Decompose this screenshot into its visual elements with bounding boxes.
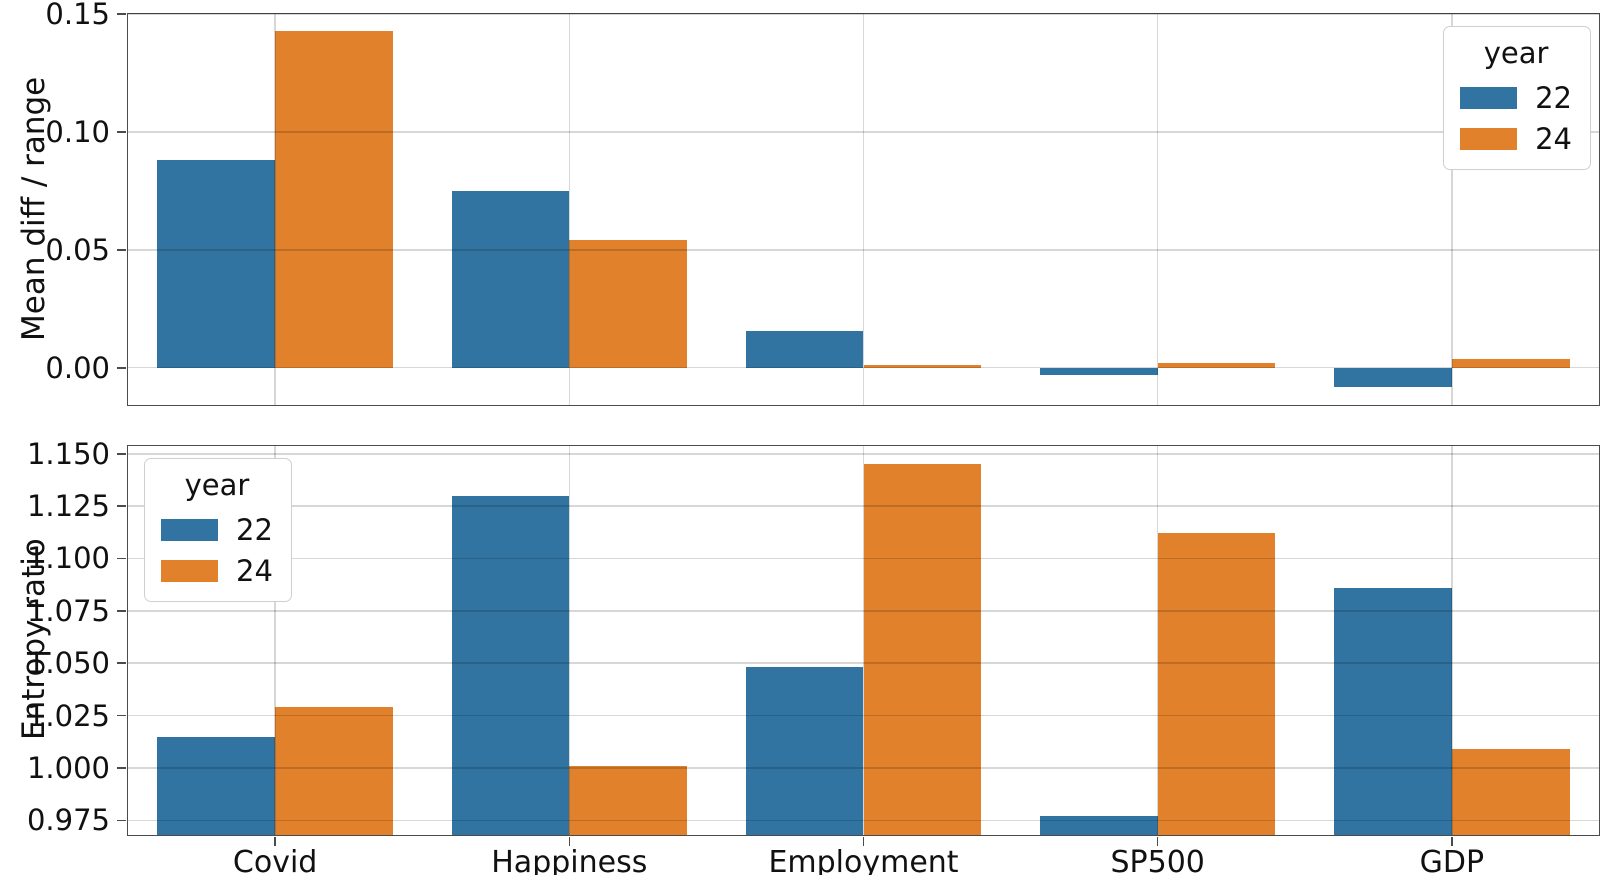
bar-gdp-year22 xyxy=(1334,587,1452,835)
y-tick-label: 1.000 xyxy=(26,750,110,785)
x-tick-mark xyxy=(568,837,571,846)
gridline-horizontal xyxy=(128,249,1599,251)
gridline-vertical xyxy=(1156,446,1159,835)
plot-area: 0.975 1.000 1.025 1.050 1.075 1.100 1.125 1.150… xyxy=(27,437,1600,875)
gridline-horizontal xyxy=(128,453,1599,455)
x-tick-label-employment: Employment xyxy=(768,845,959,875)
gridline-horizontal xyxy=(128,610,1599,612)
gridline-horizontal xyxy=(128,557,1599,560)
y-tick-label: 1.125 xyxy=(26,489,110,524)
bar-happiness-year22 xyxy=(451,190,570,368)
gridline-vertical xyxy=(274,14,276,405)
x-tick-label-sp500: SP500 xyxy=(1110,845,1205,875)
gridline-vertical xyxy=(1156,14,1159,405)
legend-entry-label: 22 xyxy=(1535,81,1572,115)
y-tick-mark xyxy=(117,505,126,507)
y-tick-mark xyxy=(117,610,126,612)
legend-entry-22: 22 xyxy=(161,514,273,546)
y-tick-mark xyxy=(117,13,126,15)
bar-gdp-year24 xyxy=(1451,749,1570,835)
gridline-horizontal xyxy=(128,131,1599,133)
x-tick-mark xyxy=(1156,837,1159,846)
gridline-vertical xyxy=(274,446,276,835)
gridline-horizontal xyxy=(128,819,1599,822)
x-tick-mark xyxy=(274,837,276,846)
legend-swatch-24 xyxy=(161,560,218,582)
bar-sp500-year22 xyxy=(1040,816,1158,835)
bar-covid-year22 xyxy=(157,160,276,368)
bar-sp500-year24 xyxy=(1157,533,1276,835)
y-tick-mark xyxy=(117,557,126,560)
y-tick-label: 0.05 xyxy=(45,232,110,267)
gridline-vertical xyxy=(568,14,571,405)
y-tick-label: 0.00 xyxy=(45,350,110,385)
gridline-vertical xyxy=(1451,14,1453,405)
y-tick-mark xyxy=(117,767,126,769)
x-tick-label-gdp: GDP xyxy=(1419,845,1485,875)
gridline-horizontal xyxy=(128,13,1599,15)
y-tick-label: 1.150 xyxy=(26,436,110,471)
legend-entry-24: 24 xyxy=(161,555,273,587)
bar-sp500-year22 xyxy=(1040,367,1158,375)
y-tick-mark xyxy=(117,249,126,251)
subplot-bottom: 0.975 1.000 1.025 1.050 1.075 1.100 1.125 1.150… xyxy=(0,434,1600,875)
gridline-horizontal xyxy=(128,767,1599,769)
legend-entry-22: 22 xyxy=(1460,82,1572,114)
bar-employment-year22 xyxy=(745,331,864,368)
gridline-horizontal xyxy=(128,505,1599,507)
y-tick-label: 0.15 xyxy=(45,0,110,31)
y-tick-label: 1.075 xyxy=(26,593,110,628)
gridline-vertical xyxy=(862,14,865,405)
legend: year 22 24 xyxy=(144,458,292,602)
legend-swatch-24 xyxy=(1460,128,1518,150)
y-tick-mark xyxy=(117,366,126,369)
y-tick-label: 0.10 xyxy=(45,114,110,149)
plot-area: 0.00 0.05 0.10 0.15 year 22 24 xyxy=(45,0,1600,406)
legend-entry-label: 22 xyxy=(236,513,273,547)
legend-entry-label: 24 xyxy=(1535,122,1572,156)
y-tick-mark xyxy=(117,662,126,665)
legend-entry-24: 24 xyxy=(1460,123,1572,155)
legend-title: year xyxy=(184,468,250,502)
legend-swatch-22 xyxy=(1460,87,1518,109)
y-tick-mark xyxy=(117,819,126,822)
gridline-horizontal xyxy=(128,662,1599,664)
y-tick-label: 1.025 xyxy=(26,698,110,733)
bar-employment-year24 xyxy=(863,365,982,368)
legend: year 22 24 xyxy=(1443,26,1591,170)
bar-gdp-year22 xyxy=(1334,367,1452,387)
bar-employment-year24 xyxy=(863,464,982,835)
legend-swatch-22 xyxy=(161,519,218,541)
bar-covid-year22 xyxy=(157,736,276,835)
y-tick-mark xyxy=(117,714,126,717)
legend-entry-label: 24 xyxy=(236,554,273,588)
bar-sp500-year24 xyxy=(1157,363,1276,368)
y-tick-mark xyxy=(117,452,126,455)
x-tick-mark xyxy=(862,837,865,846)
y-tick-mark xyxy=(117,131,126,133)
x-tick-label-covid: Covid xyxy=(232,845,318,875)
gridline-vertical xyxy=(1451,446,1453,835)
gridline-vertical xyxy=(862,446,865,835)
gridline-horizontal xyxy=(128,714,1599,717)
y-tick-label: 1.100 xyxy=(26,541,110,576)
subplot-top: 0.00 0.05 0.10 0.15 year 22 24 xyxy=(45,0,1600,406)
gridline-vertical xyxy=(568,446,571,835)
x-tick-label-happiness: Happiness xyxy=(491,845,648,875)
gridline-horizontal xyxy=(128,366,1599,369)
bar-covid-year24 xyxy=(275,30,393,368)
bar-covid-year24 xyxy=(275,707,393,835)
bar-happiness-year24 xyxy=(569,240,687,368)
bar-employment-year22 xyxy=(745,667,864,835)
bar-happiness-year22 xyxy=(451,495,570,835)
y-tick-label: 0.975 xyxy=(26,803,110,838)
y-tick-label: 1.050 xyxy=(26,646,110,681)
x-tick-mark xyxy=(1451,837,1453,846)
bar-gdp-year24 xyxy=(1451,359,1570,368)
legend-title: year xyxy=(1483,36,1549,70)
bar-happiness-year24 xyxy=(569,765,687,835)
